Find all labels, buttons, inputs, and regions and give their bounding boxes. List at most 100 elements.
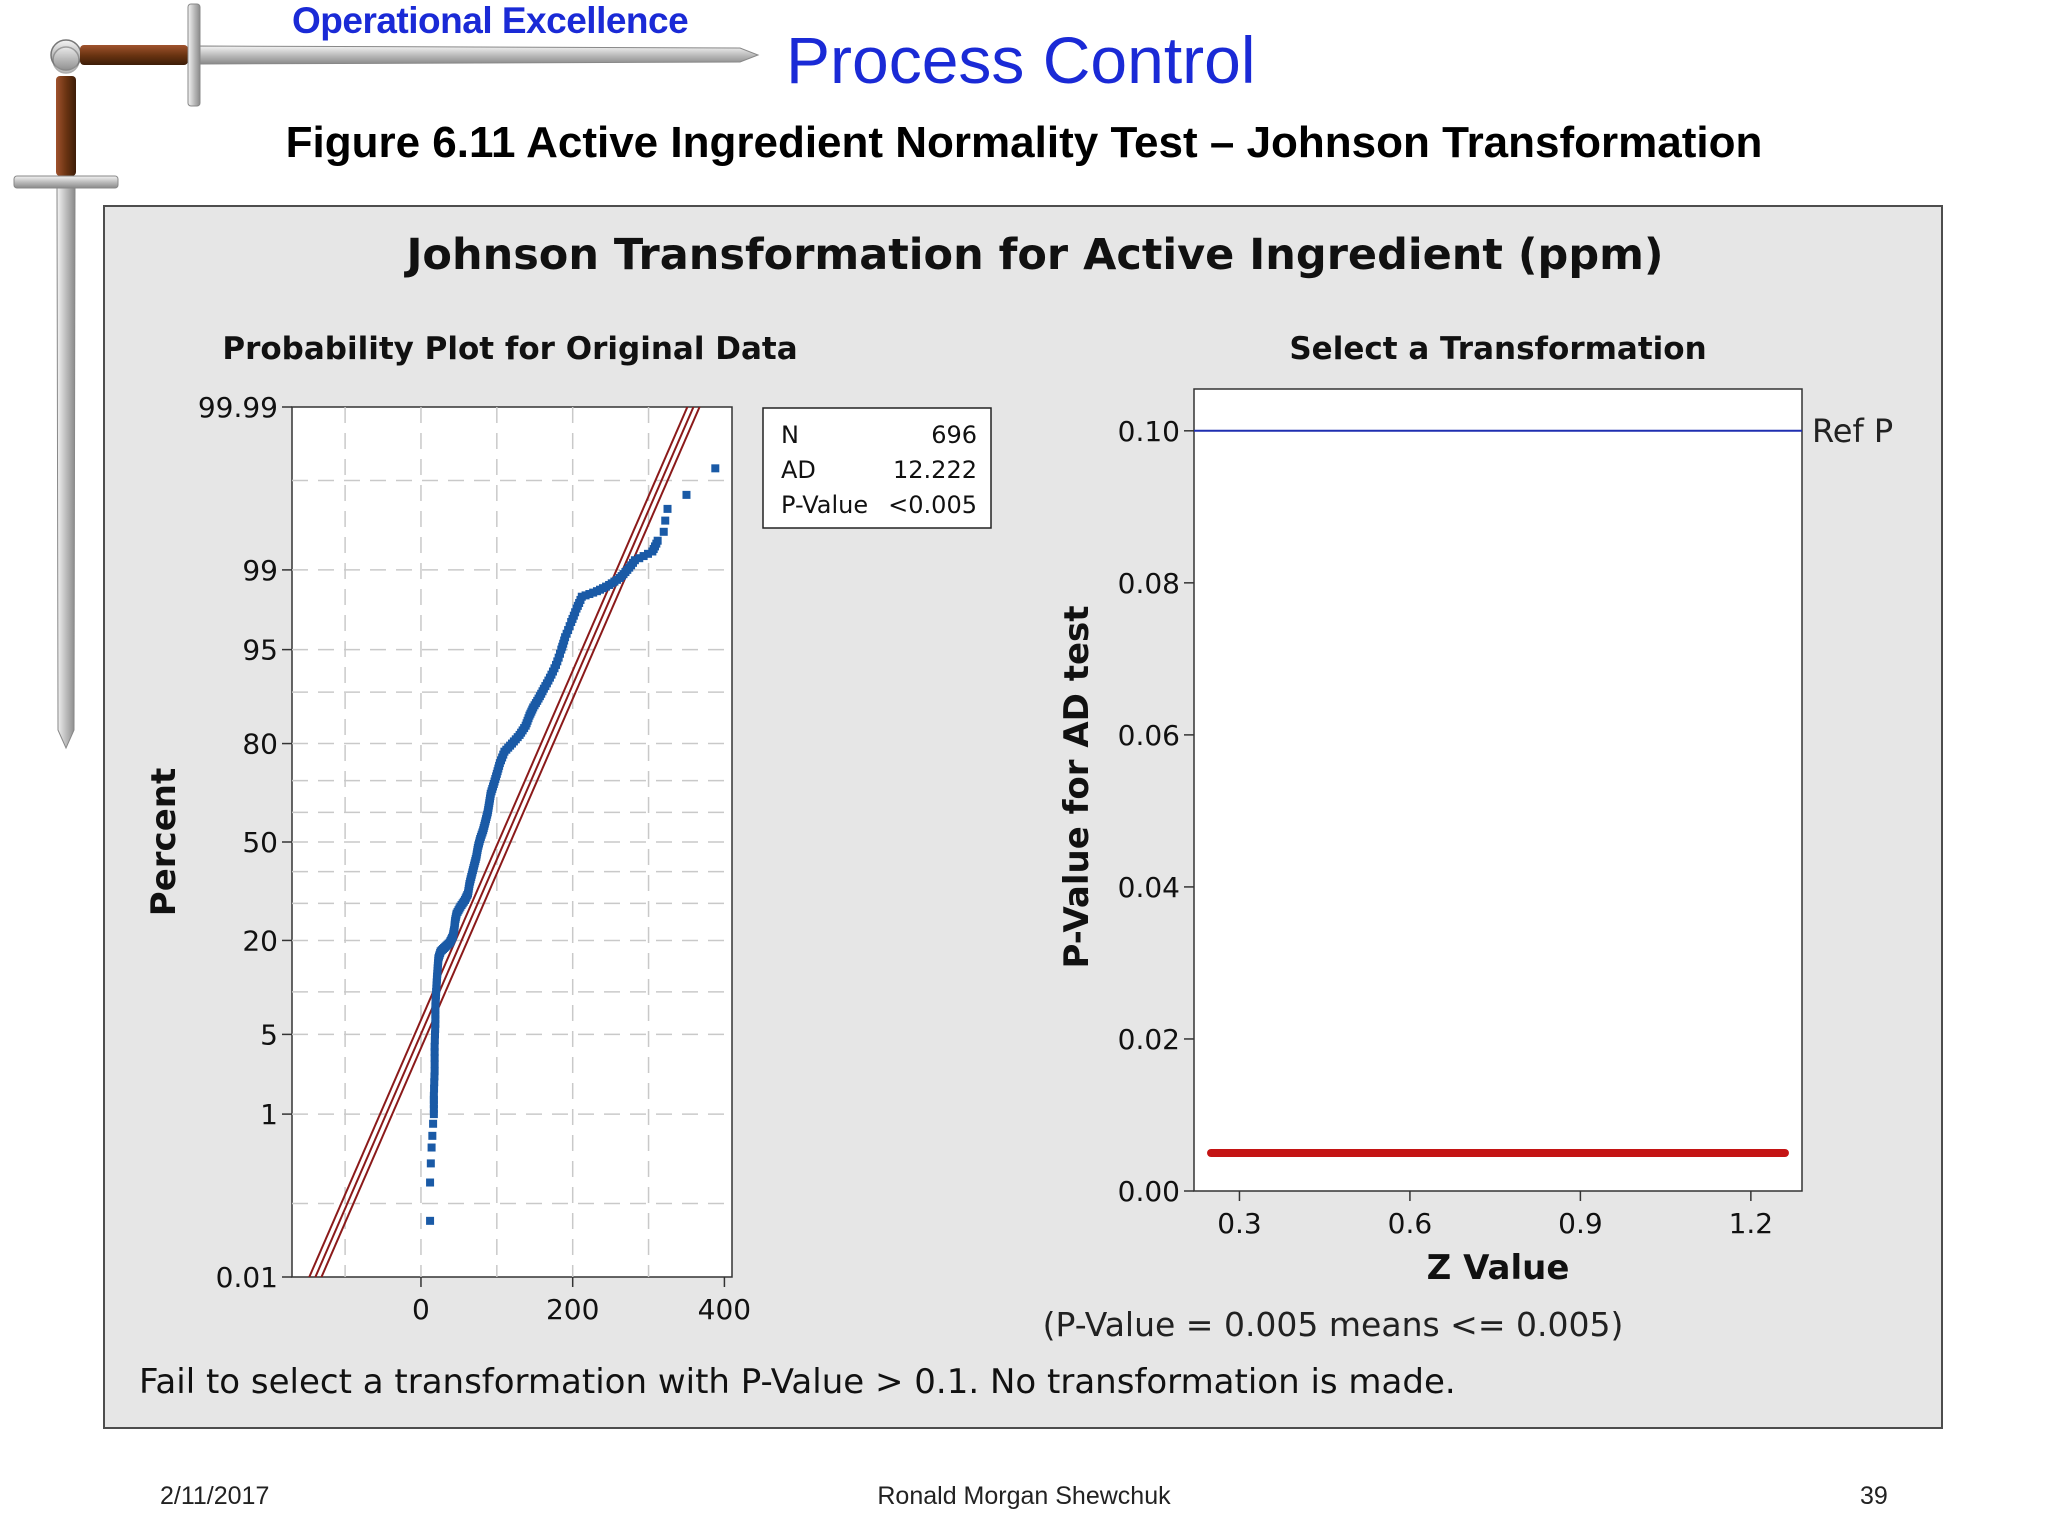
- data-point: [433, 967, 442, 976]
- stats-n-label: N: [781, 421, 799, 449]
- transform-plot-y-label: P-Value for AD test: [1057, 605, 1097, 968]
- data-point: [431, 1019, 440, 1028]
- prob-plot-title: Probability Plot for Original Data: [222, 331, 797, 367]
- y-tick-label: 80: [242, 728, 278, 761]
- probability-plot-panel: Probability Plot for Original Data 0.01 1…: [144, 331, 992, 1326]
- data-point: [430, 1042, 439, 1051]
- slide-title: Process Control: [786, 23, 1256, 97]
- stats-pvalue-label: P-Value: [781, 491, 868, 519]
- data-point: [495, 761, 504, 770]
- y-tick-label: 0.08: [1118, 567, 1180, 600]
- fit-band-lower: [308, 407, 689, 1277]
- ref-line: Ref P: [1194, 412, 1893, 450]
- x-tick-label: 0.3: [1217, 1207, 1262, 1240]
- data-point: [471, 854, 480, 863]
- data-point: [629, 558, 637, 567]
- figure-caption: Figure 6.11 Active Ingredient Normality …: [285, 118, 1763, 167]
- data-point: [469, 863, 478, 872]
- data-point: [571, 608, 580, 617]
- data-point: [429, 1119, 438, 1128]
- chart-canvas: Johnson Transformation for Active Ingred…: [139, 230, 1893, 1402]
- data-point: [489, 782, 498, 791]
- data-point: [499, 750, 508, 759]
- data-point: [475, 837, 484, 846]
- data-point: [663, 504, 672, 513]
- x-tick-label: 0.6: [1388, 1207, 1433, 1240]
- fit-band-upper: [320, 407, 701, 1277]
- x-tick-label: 200: [546, 1293, 599, 1326]
- data-point: [430, 1067, 439, 1076]
- transform-plot-area: [1193, 388, 1803, 1192]
- data-point: [492, 772, 501, 781]
- transform-plot-x-label: Z Value: [1427, 1248, 1570, 1288]
- data-point: [538, 687, 547, 696]
- data-point: [550, 664, 559, 673]
- pvalue-note: (P-Value = 0.005 means <= 0.005): [1043, 1305, 1624, 1344]
- y-tick-label: 0.10: [1118, 415, 1180, 448]
- data-point: [430, 1078, 439, 1087]
- data-point: [429, 1095, 438, 1104]
- data-point: [463, 891, 472, 900]
- data-point: [524, 714, 533, 723]
- data-point: [426, 1159, 435, 1168]
- data-point: [465, 882, 474, 891]
- y-tick-label: 5: [260, 1018, 278, 1051]
- data-point: [429, 1104, 438, 1113]
- transform-plot-y-ticks: 0.00 0.02 0.04 0.06 0.08 0.10: [1118, 415, 1194, 1208]
- data-point: [473, 846, 482, 855]
- data-point: [431, 991, 440, 1000]
- sword-icon: [13, 3, 760, 750]
- data-point: [652, 539, 661, 548]
- data-point: [520, 724, 529, 733]
- data-point: [635, 554, 644, 563]
- x-tick-label: 400: [698, 1293, 751, 1326]
- data-point: [431, 1024, 440, 1033]
- data-point: [576, 595, 585, 604]
- data-point: [643, 549, 652, 558]
- data-point: [621, 568, 630, 577]
- stats-ad-label: AD: [781, 456, 816, 484]
- data-point: [432, 978, 441, 987]
- data-point: [602, 582, 611, 591]
- data-point: [565, 622, 574, 631]
- stats-pvalue-value: <0.005: [888, 491, 977, 519]
- data-point: [427, 1143, 436, 1152]
- transform-plot-x-ticks: 0.3 0.6 0.9 1.2: [1217, 1191, 1773, 1240]
- data-point: [434, 956, 443, 965]
- data-point: [430, 1048, 439, 1057]
- data-point: [428, 1131, 437, 1140]
- data-point: [486, 792, 495, 801]
- data-point: [467, 872, 476, 881]
- x-tick-label: 0: [412, 1293, 430, 1326]
- data-point: [431, 1030, 439, 1039]
- y-tick-label: 20: [242, 924, 278, 957]
- data-point: [431, 1010, 440, 1019]
- data-point: [560, 636, 569, 645]
- y-tick-label: 0.06: [1118, 719, 1180, 752]
- prob-plot-y-label: Percent: [144, 768, 184, 916]
- y-tick-label: 0.02: [1118, 1023, 1180, 1056]
- data-point: [506, 741, 515, 750]
- prob-plot-x-ticks: 0 200 400: [412, 1277, 751, 1326]
- data-point: [483, 810, 492, 819]
- y-tick-label: 95: [242, 634, 278, 667]
- y-tick-label: 0.00: [1118, 1175, 1180, 1208]
- transform-plot-title: Select a Transformation: [1289, 331, 1706, 367]
- stats-ad-value: 12.222: [893, 456, 977, 484]
- data-point: [478, 828, 487, 837]
- data-point: [613, 575, 622, 584]
- data-point: [426, 1216, 435, 1225]
- data-point: [555, 649, 564, 658]
- data-point: [429, 1100, 438, 1109]
- data-point: [659, 527, 668, 536]
- data-point: [533, 696, 542, 705]
- data-point: [430, 1053, 439, 1062]
- data-point: [431, 1015, 440, 1024]
- data-point: [480, 819, 489, 828]
- data-point: [430, 1072, 439, 1081]
- data-point: [661, 516, 670, 525]
- data-point: [431, 1006, 440, 1015]
- x-tick-label: 1.2: [1729, 1207, 1774, 1240]
- data-point: [430, 1084, 439, 1093]
- ref-p-label: Ref P: [1812, 412, 1893, 450]
